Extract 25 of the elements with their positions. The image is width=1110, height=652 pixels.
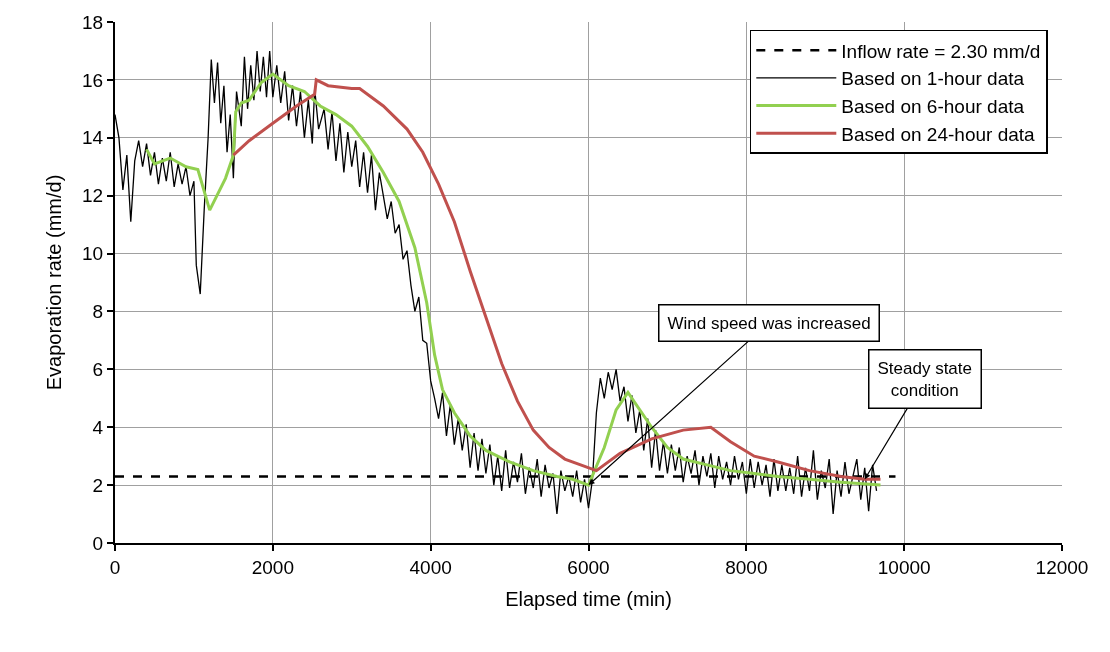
y-tick-label: 4 (92, 416, 104, 438)
y-tick-label: 10 (82, 243, 104, 265)
legend-label: Based on 1-hour data (841, 68, 1025, 90)
x-tick-label: 10000 (877, 556, 931, 578)
x-tick-label: 6000 (567, 556, 610, 578)
legend-label: Based on 6-hour data (841, 95, 1025, 117)
legend-label: Based on 24-hour data (841, 123, 1036, 145)
y-tick-label: 8 (92, 301, 104, 323)
y-tick-label: 16 (82, 69, 104, 91)
y-tick-label: 12 (82, 185, 104, 207)
x-tick-label: 2000 (251, 556, 294, 578)
y-tick-label: 6 (92, 358, 104, 380)
legend-label: Inflow rate = 2.30 mm/d (841, 40, 1041, 62)
y-tick-label: 14 (82, 127, 104, 149)
x-tick-label: 0 (109, 556, 121, 578)
y-tick-label: 18 (82, 11, 104, 33)
x-tick-label: 4000 (409, 556, 452, 578)
x-axis-title: Elapsed time (min) (505, 587, 672, 610)
x-tick-label: 12000 (1035, 556, 1089, 578)
annotation: Wind speed was increased (667, 313, 871, 333)
y-tick-label: 2 (92, 474, 104, 496)
x-tick-label: 8000 (725, 556, 768, 578)
y-tick-label: 0 (92, 532, 104, 554)
annotation: Steady state condition (877, 358, 973, 400)
y-axis-title: Evaporation rate (mm/d) (43, 174, 66, 391)
